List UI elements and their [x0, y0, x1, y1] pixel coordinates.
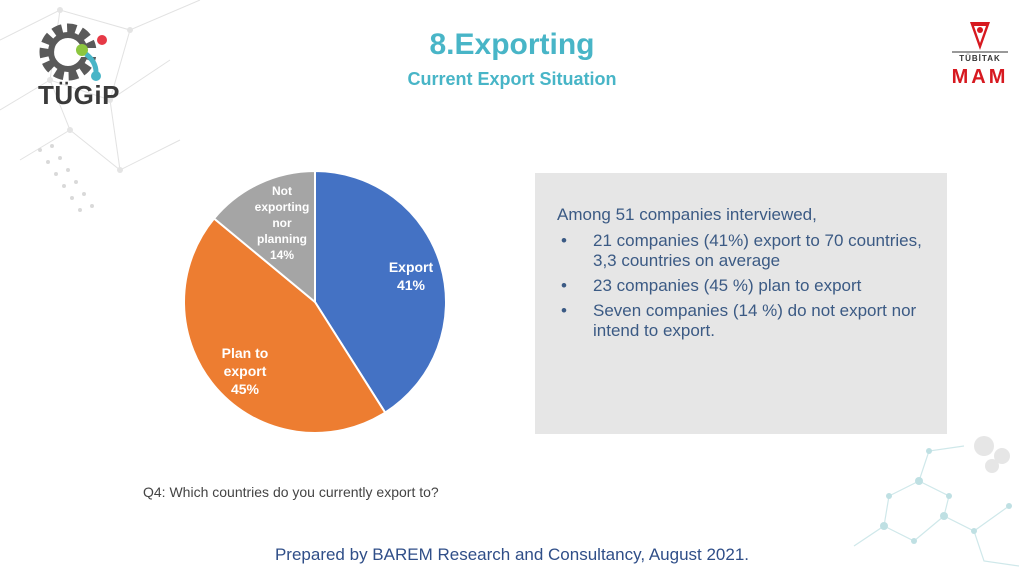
tugip-logo-icon [39, 23, 110, 81]
summary-item: • 21 companies (41%) export to 70 countr… [557, 231, 937, 271]
tubitak-text: TÜBİTAK [959, 54, 1001, 63]
page-title: 8.Exporting [429, 28, 595, 61]
slice-label-export-name: Export [388, 259, 434, 275]
decorative-network-graphic [0, 0, 201, 212]
tubitak-mam-logo: TÜBİTAK MAM [950, 18, 1010, 93]
summary-item: • Seven companies (14 %) do not export n… [557, 301, 937, 341]
page-subtitle: Current Export Situation [407, 69, 617, 89]
export-pie-chart: Export 41% Plan to export 45% Not export… [170, 160, 460, 450]
slice-label-not-line2: exporting [254, 200, 310, 214]
tubitak-emblem-icon [952, 22, 1008, 53]
pie-chart-svg [183, 169, 447, 434]
summary-intro: Among 51 companies interviewed, [557, 205, 817, 224]
slice-label-plan-line1: Plan to [221, 345, 269, 361]
slice-label-not-line3: nor [272, 216, 292, 230]
slice-label-plan: Plan to export 45% [208, 344, 282, 398]
slice-label-not-pct: 14% [269, 248, 295, 262]
slice-label-not-line1: Not [272, 184, 292, 198]
summary-item-text: Seven companies (14 %) do not export nor… [593, 301, 917, 340]
slice-label-plan-line2: export [223, 363, 267, 379]
pie-slice-plan-to-export [183, 217, 387, 434]
summary-item-text: 23 companies (45 %) plan to export [593, 276, 862, 295]
summary-item-text: 21 companies (41%) export to 70 countrie… [593, 231, 922, 270]
summary-item: • 23 companies (45 %) plan to export [557, 276, 937, 296]
tugip-logo-text: TÜGiP [38, 80, 120, 110]
mam-text: MAM [951, 66, 1009, 88]
summary-box: Among 51 companies interviewed, • 21 com… [535, 173, 947, 434]
footer-credit: Prepared by BAREM Research and Consultan… [274, 545, 750, 564]
survey-question: Q4: Which countries do you currently exp… [143, 484, 439, 500]
slice-label-plan-pct: 45% [230, 381, 260, 397]
bullet-icon: • [561, 301, 567, 320]
slice-label-export-pct: 41% [396, 277, 426, 293]
slice-label-not-line4: planning [257, 232, 307, 246]
summary-list: • 21 companies (41%) export to 70 countr… [557, 231, 937, 346]
bullet-icon: • [561, 276, 567, 295]
decorative-molecule-graphic [853, 436, 1020, 567]
pie-slice-not-exporting [212, 169, 316, 305]
slice-label-export: Export 41% [375, 258, 447, 294]
bullet-icon: • [561, 231, 567, 250]
slice-label-not-exporting: Not exporting nor planning 14% [242, 183, 322, 263]
